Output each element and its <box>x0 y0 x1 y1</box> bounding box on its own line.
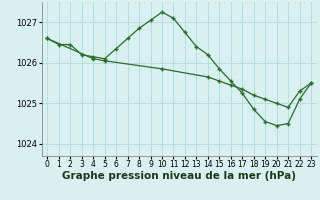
X-axis label: Graphe pression niveau de la mer (hPa): Graphe pression niveau de la mer (hPa) <box>62 171 296 181</box>
